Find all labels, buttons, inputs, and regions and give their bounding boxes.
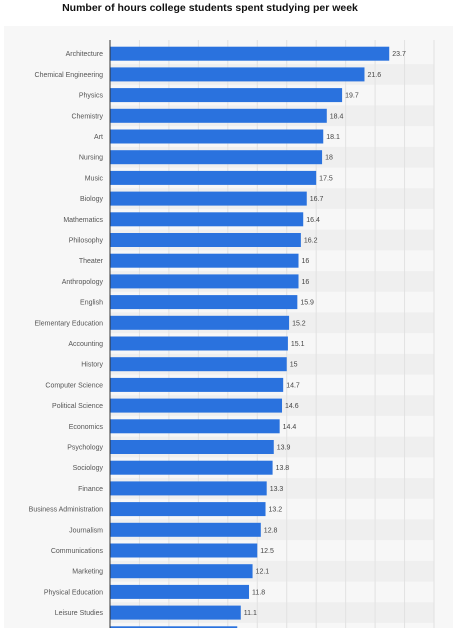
- category-label: Biology: [80, 196, 103, 203]
- bar: [110, 377, 284, 392]
- category-label: Psychology: [67, 445, 103, 452]
- bar: [110, 150, 323, 165]
- category-label: Nursing: [79, 155, 103, 162]
- bar: [110, 315, 290, 330]
- category-label: Mathematics: [63, 217, 103, 224]
- category-label: Finance: [78, 486, 103, 493]
- bar: [110, 543, 258, 558]
- value-label: 13.8: [276, 465, 290, 472]
- category-label: Architecture: [66, 51, 103, 58]
- value-label: 14.6: [285, 403, 299, 410]
- value-label: 17.5: [319, 175, 333, 182]
- chart-panel: Architecture 23.7 Chemical Engineering 21.6…: [4, 26, 453, 628]
- category-label: Computer Science: [45, 382, 103, 389]
- value-label: 15.9: [300, 300, 314, 307]
- value-label: 18.4: [330, 113, 344, 120]
- value-label: 19.7: [345, 93, 359, 100]
- value-label: 15.1: [291, 341, 305, 348]
- category-label: Philosophy: [69, 238, 104, 245]
- bar: [110, 605, 241, 620]
- bar: [110, 88, 343, 103]
- category-label: Leisure Studies: [55, 610, 104, 617]
- category-label: Music: [85, 175, 104, 182]
- category-label: Sociology: [73, 465, 104, 472]
- category-label: Economics: [69, 424, 104, 431]
- bar: [110, 233, 301, 247]
- value-label: 16: [302, 279, 310, 286]
- bar: [110, 522, 261, 537]
- value-label: 12.1: [256, 569, 270, 576]
- chart-title: Number of hours college students spent s…: [62, 2, 358, 14]
- bar-chart: Architecture 23.7 Chemical Engineering 21.6…: [29, 40, 435, 628]
- bar: [110, 336, 288, 351]
- value-label: 11.8: [252, 589, 265, 596]
- bar: [110, 295, 298, 310]
- bar: [110, 502, 266, 517]
- value-label: 14.7: [286, 382, 300, 389]
- bar: [110, 191, 307, 206]
- value-label: 16.2: [304, 238, 318, 245]
- bar: [110, 460, 273, 475]
- bar: [110, 357, 287, 372]
- category-label: Art: [94, 134, 103, 141]
- category-label: Elementary Education: [35, 320, 104, 327]
- bar: [110, 253, 299, 268]
- category-label: Physics: [79, 93, 104, 100]
- category-label: Marketing: [72, 569, 103, 576]
- value-label: 21.6: [367, 72, 381, 79]
- value-label: 11.1: [244, 610, 257, 617]
- value-label: 18: [325, 155, 333, 162]
- category-label: Chemistry: [71, 113, 103, 120]
- category-label: Chemical Engineering: [35, 72, 104, 79]
- bar: [110, 481, 267, 496]
- category-label: Communications: [51, 548, 104, 555]
- category-label: History: [81, 362, 103, 369]
- value-label: 13.9: [277, 445, 291, 452]
- category-label: Political Science: [52, 403, 103, 410]
- value-label: 14.4: [283, 424, 297, 431]
- bar: [110, 46, 390, 61]
- bar: [110, 564, 253, 579]
- category-label: Business Administration: [29, 507, 103, 514]
- bar: [110, 108, 327, 123]
- category-label: Journalism: [69, 527, 103, 534]
- bar: [110, 67, 365, 82]
- value-label: 12.8: [264, 527, 278, 534]
- category-label: Accounting: [68, 341, 103, 348]
- value-label: 18.1: [326, 134, 340, 141]
- bar: [110, 129, 324, 144]
- bar: [110, 170, 317, 185]
- bar: [110, 398, 283, 413]
- bar: [110, 440, 274, 454]
- value-label: 13.2: [269, 507, 283, 514]
- value-label: 13.3: [270, 486, 284, 493]
- bar: [110, 274, 299, 289]
- value-label: 16: [302, 258, 310, 265]
- value-label: 16.7: [310, 196, 324, 203]
- category-label: Anthropology: [62, 279, 104, 286]
- value-label: 15: [290, 362, 298, 369]
- category-label: English: [80, 300, 103, 307]
- bar: [110, 419, 280, 434]
- value-label: 16.4: [306, 217, 320, 224]
- bar: [110, 584, 250, 599]
- bar-partial: [110, 626, 238, 628]
- category-label: Theater: [79, 258, 104, 265]
- value-label: 12.5: [260, 548, 274, 555]
- bar: [110, 212, 304, 227]
- category-label: Physical Education: [44, 589, 103, 596]
- value-label: 15.2: [292, 320, 306, 327]
- value-label: 23.7: [392, 51, 406, 58]
